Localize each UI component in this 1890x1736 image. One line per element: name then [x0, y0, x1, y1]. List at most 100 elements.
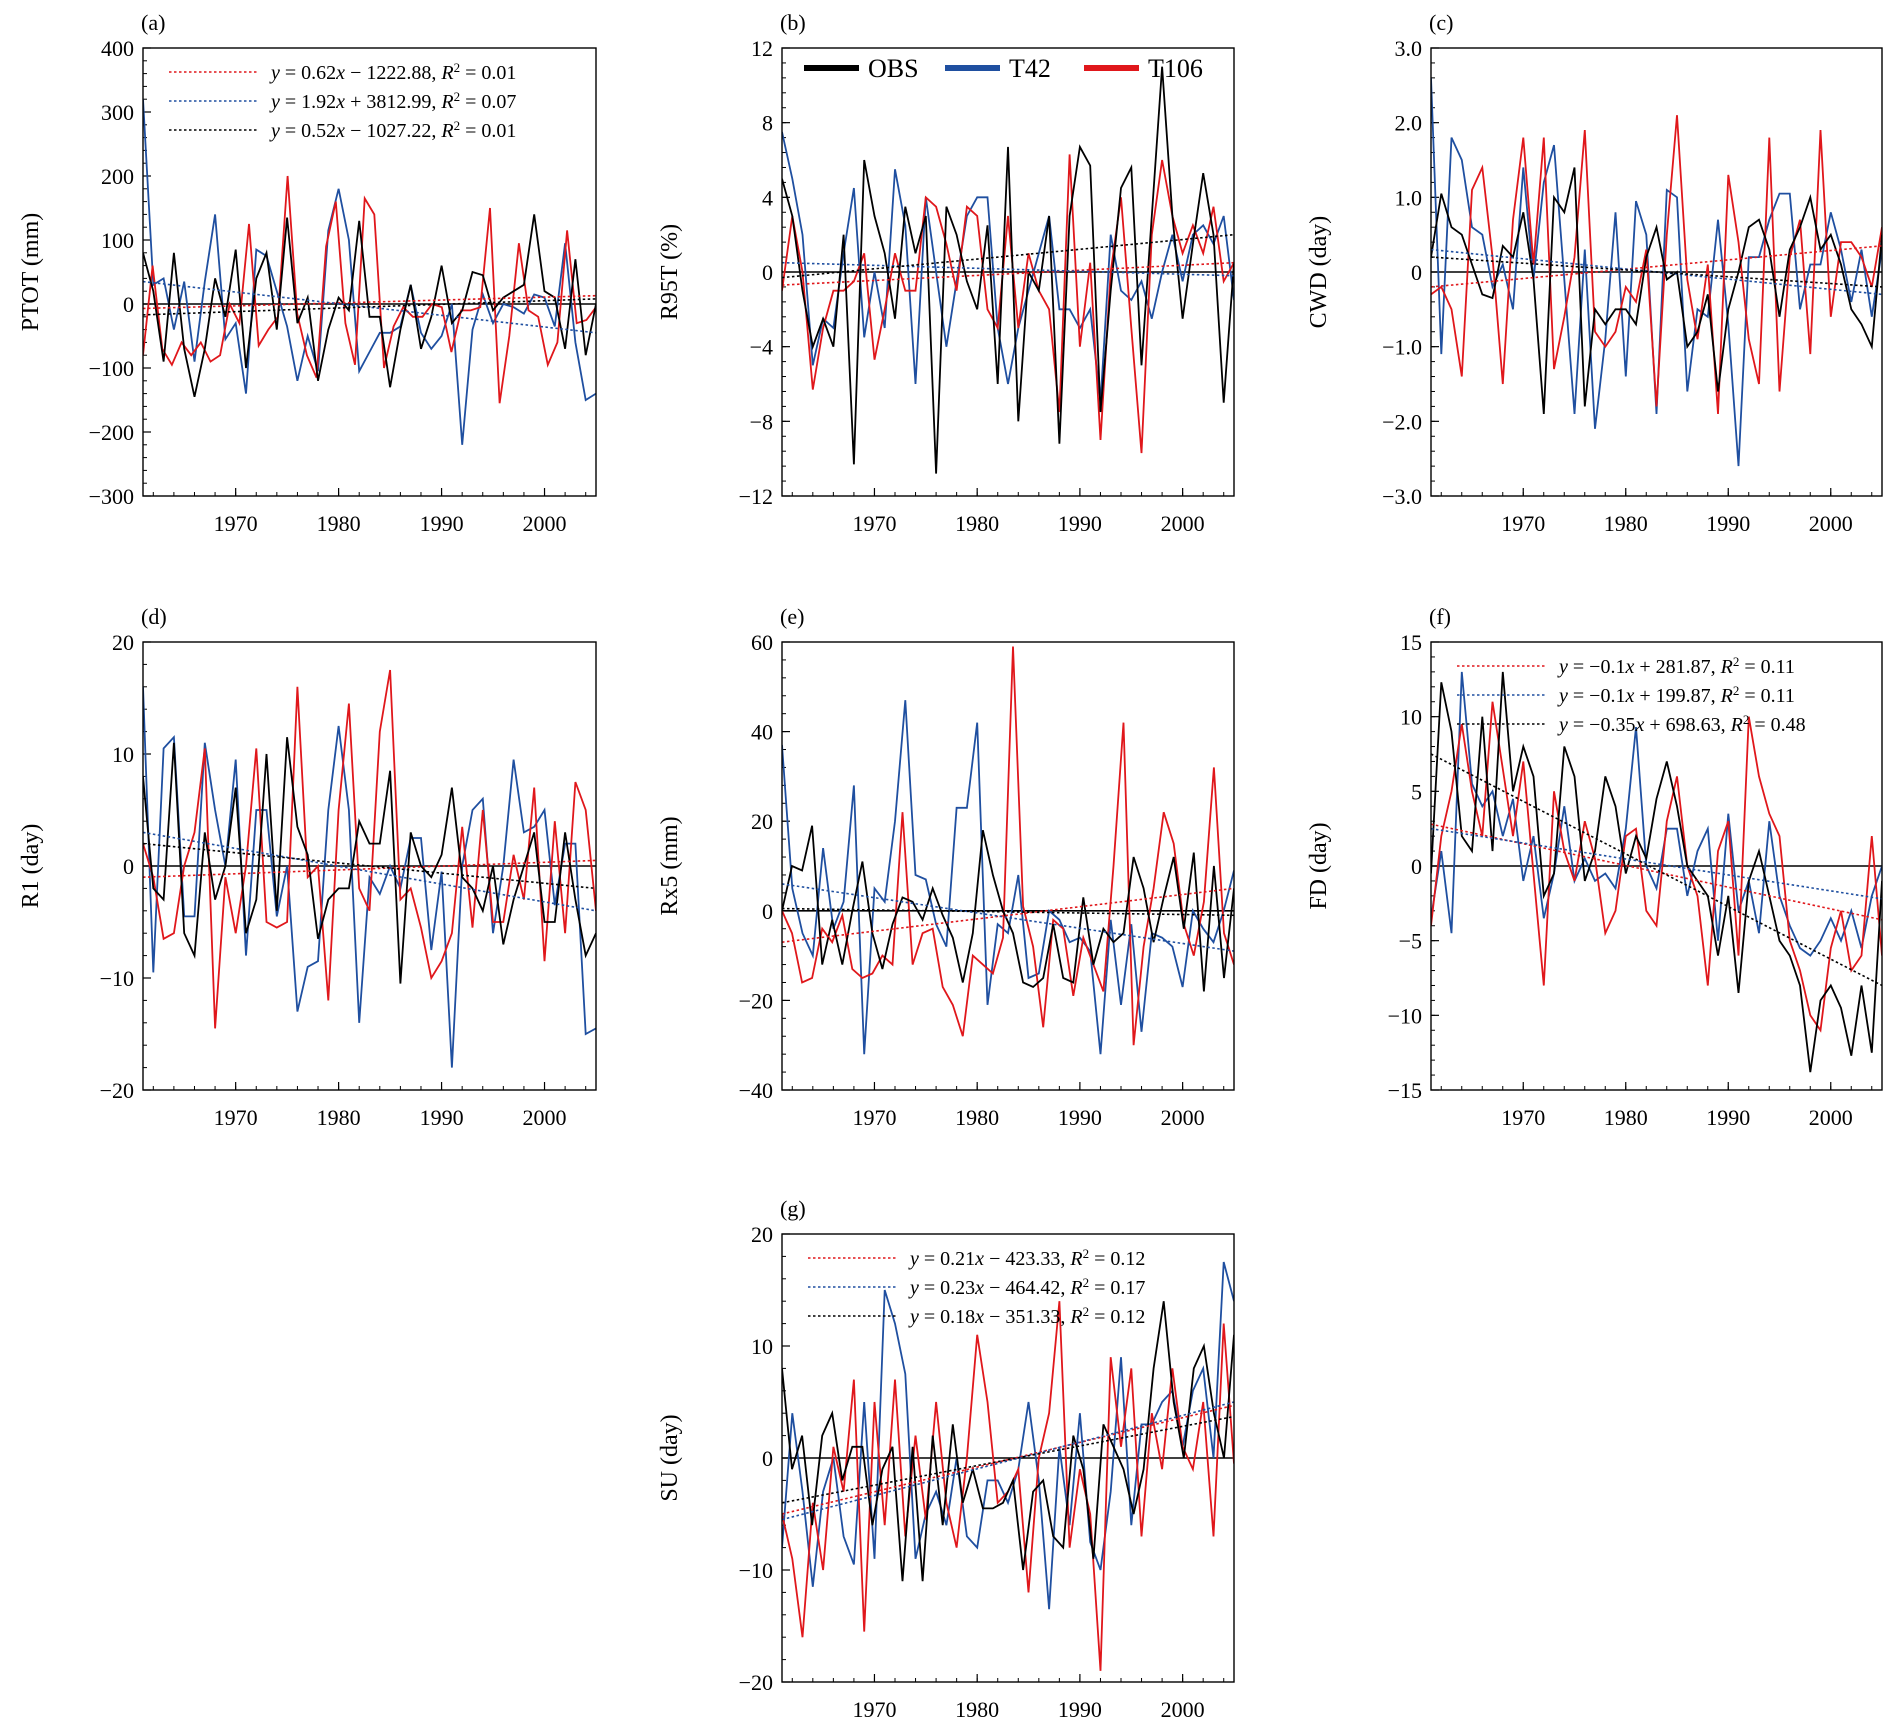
x-tick-label: 2000: [1809, 511, 1853, 536]
series-line-obs: [143, 214, 596, 397]
series-line-obs: [782, 66, 1234, 474]
series-line-obs: [782, 825, 1234, 992]
trend-line-t42: [143, 831, 596, 912]
y-tick-label: −300: [89, 484, 134, 509]
trend-line-t42: [143, 280, 596, 334]
y-tick-label: 10: [1400, 705, 1422, 730]
x-tick-label: 1990: [1706, 511, 1750, 536]
y-tick-label: −8: [750, 409, 773, 434]
y-tick-label: −5: [1399, 929, 1422, 954]
panel-d: (d) R1 (day) 20 10 0 −10 −20 1970 1980 1990 2000: [18, 604, 597, 1130]
trend-line-t106: [143, 294, 596, 310]
y-tick-label: 5: [1411, 779, 1422, 804]
y-tick-label: 300: [101, 100, 134, 125]
y-tick-label: 12: [751, 36, 773, 61]
y-tick-label: −100: [89, 356, 134, 381]
y-tick-label: 0: [1411, 260, 1422, 285]
x-tick-label: 1990: [1058, 511, 1102, 536]
panel-c: (c) CWD (day) 3.0 2.0 1.0 0 −1.0 −2.0 −3.0 1970 19…: [1306, 10, 1883, 536]
series-line-obs: [1431, 671, 1882, 1073]
x-tick-label: 1970: [1501, 1105, 1545, 1130]
y-tick-label: 10: [751, 1334, 773, 1359]
trend-line-t106: [782, 261, 1234, 286]
panel-label: (c): [1429, 10, 1453, 35]
x-tick-label: 1990: [420, 511, 464, 536]
equation-obs: y = 0.52x − 1027.22, R2 = 0.01: [269, 118, 516, 143]
x-tick-label: 1970: [852, 1697, 896, 1722]
y-tick-label: 15: [1400, 630, 1422, 655]
y-tick-label: 20: [751, 1222, 773, 1247]
x-tick-label: 1980: [317, 1105, 361, 1130]
y-tick-label: −15: [1388, 1078, 1422, 1103]
y-tick-label: 4: [762, 185, 773, 210]
x-tick-label: 1980: [317, 511, 361, 536]
x-tick-label: 2000: [1161, 511, 1205, 536]
y-axis-title: CWD (day): [1306, 216, 1332, 329]
panel-label: (g): [780, 1196, 806, 1221]
y-tick-label: −200: [89, 420, 134, 445]
trend-line-t106: [143, 859, 596, 878]
series-line-obs: [1431, 167, 1882, 414]
legend-label-obs: OBS: [868, 54, 919, 83]
y-tick-label: −20: [739, 1670, 773, 1695]
y-tick-label: −20: [100, 1078, 134, 1103]
x-tick-label: 1990: [1058, 1697, 1102, 1722]
series-line-obs: [143, 737, 596, 984]
trend-line-obs: [143, 298, 596, 316]
y-tick-label: −40: [739, 1078, 773, 1103]
equation-obs: y = 0.18x − 351.33, R2 = 0.12: [908, 1304, 1145, 1329]
equation-obs: y = −0.35x + 698.63, R2 = 0.48: [1557, 712, 1806, 737]
plot-frame: [142, 641, 597, 1091]
plot-area: [1431, 77, 1882, 467]
trend-line-obs: [782, 907, 1234, 917]
plot-frame: [781, 641, 1235, 1091]
y-tick-label: 400: [101, 36, 134, 61]
y-tick-label: −10: [100, 966, 134, 991]
y-tick-label: 0: [123, 292, 134, 317]
series-line-t106: [1431, 701, 1882, 1033]
plot-frame: [781, 1233, 1235, 1683]
panel-label: (a): [141, 10, 165, 35]
trend-line-t42: [782, 261, 1234, 277]
y-axis-title: SU (day): [657, 1414, 683, 1501]
trend-line-t106: [782, 887, 1234, 943]
plot-frame: [781, 47, 1235, 497]
y-tick-label: 40: [751, 720, 773, 745]
panel-label: (b): [780, 10, 806, 35]
x-tick-label: 1970: [1501, 511, 1545, 536]
equation-t106: y = 0.62x − 1222.88, R2 = 0.01: [269, 60, 516, 85]
panel-e: (e) Rx5 (mm) 60 40 20 0 −20 −40 1970 1980 1990 2000: [657, 604, 1235, 1130]
series-line-obs: [782, 1301, 1234, 1582]
panel-label: (e): [780, 604, 804, 629]
equation-t106: y = 0.21x − 423.33, R2 = 0.12: [908, 1246, 1145, 1271]
series-line-t42: [143, 686, 596, 1068]
series-line-t42: [1431, 671, 1882, 957]
plot-frame: [1430, 641, 1883, 1091]
y-tick-label: 0: [123, 854, 134, 879]
y-tick-label: −4: [750, 335, 773, 360]
y-tick-label: 60: [751, 630, 773, 655]
equation-t42: y = 0.23x − 464.42, R2 = 0.17: [908, 1275, 1145, 1300]
x-tick-label: 2000: [1809, 1105, 1853, 1130]
plot-area: [782, 646, 1234, 1055]
plot-area: [143, 669, 596, 1068]
y-tick-label: 2.0: [1395, 111, 1423, 136]
series-line-t42: [782, 131, 1234, 403]
x-tick-label: 1990: [1058, 1105, 1102, 1130]
x-tick-label: 1970: [214, 511, 258, 536]
panel-a: (a) PTOT (mm) 400 300 200 100 0 −100 −200 −300 197…: [18, 10, 597, 536]
series-line-t42: [782, 1261, 1234, 1610]
x-tick-label: 1980: [1604, 511, 1648, 536]
trend-line-obs: [1431, 753, 1882, 987]
series-line-t42: [143, 99, 596, 445]
y-tick-label: −20: [739, 988, 773, 1013]
y-tick-label: −3.0: [1382, 484, 1422, 509]
x-tick-label: 1970: [852, 1105, 896, 1130]
series-line-t106: [143, 669, 596, 1029]
plot-area: [782, 1261, 1234, 1671]
trend-line-t42: [782, 883, 1234, 952]
y-tick-label: 0: [762, 1446, 773, 1471]
plot-frame: [142, 47, 597, 497]
y-tick-label: 20: [112, 630, 134, 655]
y-tick-label: 0: [762, 899, 773, 924]
